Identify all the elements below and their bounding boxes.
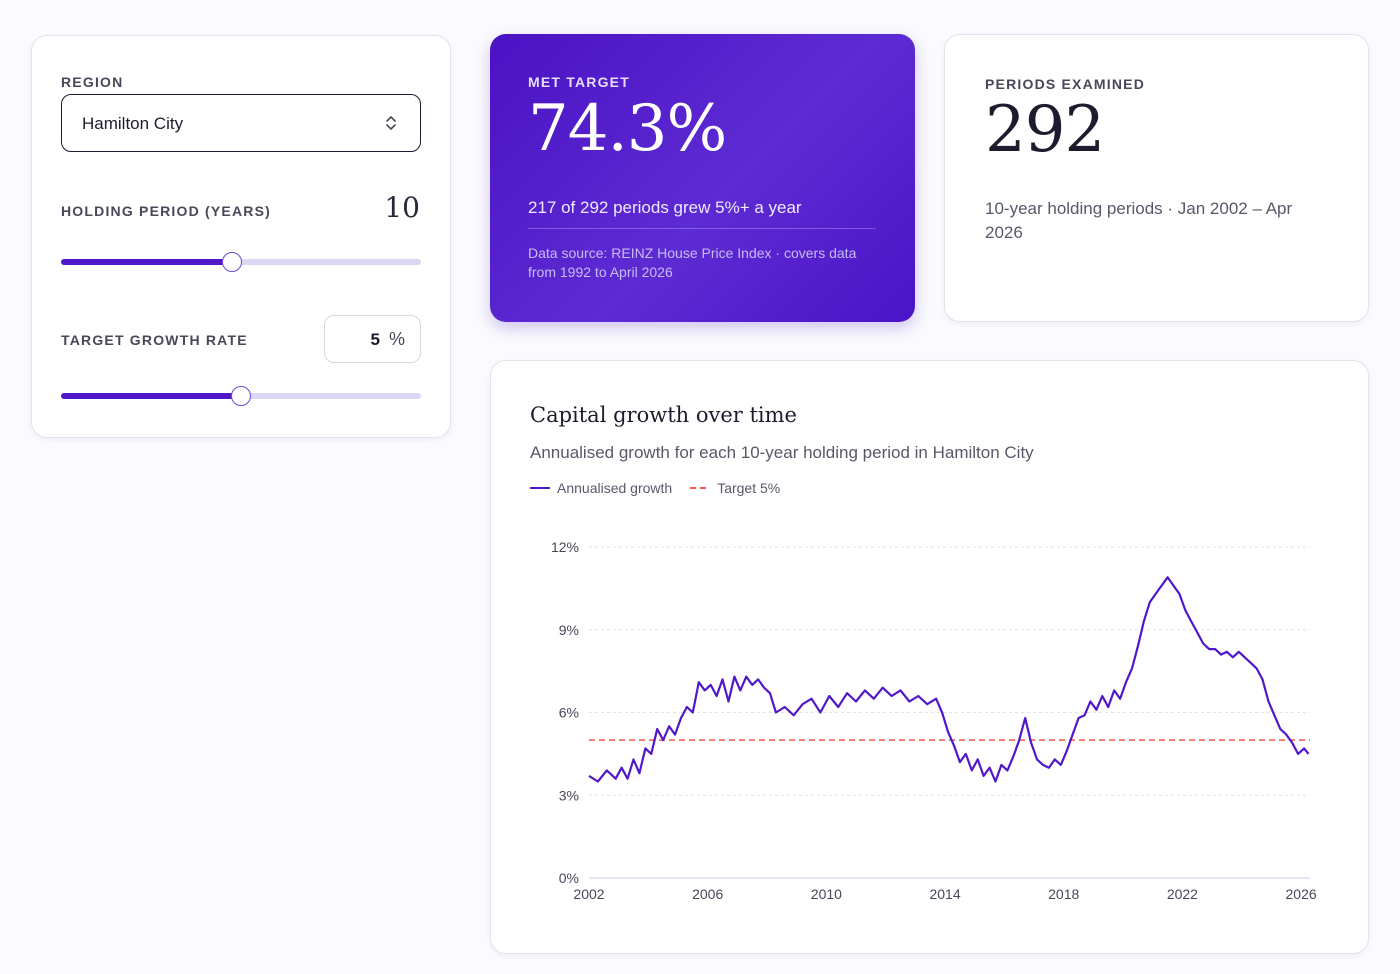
divider [528, 228, 876, 229]
legend-label-target: Target 5% [717, 480, 781, 496]
x-tick-label: 2022 [1167, 886, 1198, 902]
target-growth-unit: % [388, 329, 405, 349]
slider-thumb[interactable] [222, 252, 242, 272]
x-tick-label: 2014 [929, 886, 960, 902]
chevron-up-down-icon [386, 116, 396, 130]
target-growth-label: TARGET GROWTH RATE [61, 332, 248, 348]
slider-fill [61, 259, 232, 265]
growth-line-chart: 0% 3% 6% 9% 12% 2002 2006 2010 2014 2018 2022 2026 [551, 539, 1317, 902]
periods-examined-card: PERIODS EXAMINED 292 10-year holding per… [944, 34, 1369, 322]
slider-fill [61, 393, 241, 399]
periods-description: 10-year holding periods · Jan 2002 – Apr… [985, 199, 1293, 242]
met-target-card: MET TARGET 74.3% 217 of 292 periods grew… [490, 34, 915, 322]
chart-subtitle: Annualised growth for each 10-year holdi… [530, 443, 1034, 462]
x-tick-label: 2026 [1286, 886, 1317, 902]
met-target-label: MET TARGET [528, 74, 630, 90]
y-tick-label: 12% [551, 539, 579, 555]
holding-period-slider[interactable] [61, 250, 421, 274]
legend-swatch-growth [530, 487, 550, 489]
x-tick-label: 2006 [692, 886, 723, 902]
y-tick-label: 9% [559, 622, 579, 638]
periods-examined-label: PERIODS EXAMINED [985, 76, 1145, 92]
periods-examined-value: 292 [985, 93, 1105, 167]
legend-swatch-target [690, 487, 711, 489]
growth-series-line [588, 576, 1310, 783]
chart-legend: Annualised growth Target 5% [530, 480, 798, 496]
chart-card: Capital growth over time Annualised grow… [490, 360, 1369, 954]
legend-item-growth: Annualised growth [530, 480, 672, 496]
y-tick-label: 6% [559, 705, 579, 721]
met-target-summary: 217 of 292 periods grew 5%+ a year [528, 198, 802, 217]
legend-label-growth: Annualised growth [557, 480, 673, 496]
target-growth-value: 5 [370, 330, 380, 349]
region-select-value: Hamilton City [82, 114, 184, 133]
target-growth-input[interactable]: 5 % [324, 315, 421, 363]
holding-period-label: HOLDING PERIOD (YEARS) [61, 203, 271, 219]
data-source-note: Data source: REINZ House Price Index · c… [528, 245, 857, 280]
region-select[interactable]: Hamilton City [61, 94, 421, 152]
region-label: REGION [61, 74, 124, 90]
x-tick-label: 2018 [1048, 886, 1079, 902]
x-tick-label: 2010 [811, 886, 842, 902]
legend-item-target: Target 5% [690, 480, 780, 496]
chart-title: Capital growth over time [530, 403, 797, 427]
controls-card: REGION Hamilton City HOLDING PERIOD (YEA… [31, 35, 451, 438]
y-tick-label: 3% [559, 787, 579, 803]
x-tick-label: 2002 [573, 886, 604, 902]
met-target-value: 74.3% [528, 92, 727, 166]
y-tick-label: 0% [559, 870, 579, 886]
target-growth-slider[interactable] [61, 384, 421, 408]
holding-period-value: 10 [384, 191, 420, 224]
slider-thumb[interactable] [231, 386, 251, 406]
